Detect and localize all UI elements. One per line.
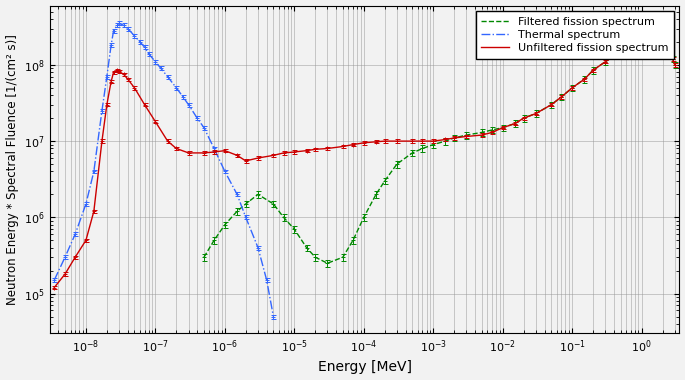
- Filtered fission spectrum: [661, 43, 669, 48]
- Filtered fission spectrum: [339, 255, 347, 260]
- Filtered fission spectrum: [665, 49, 673, 54]
- Thermal spectrum: [157, 66, 165, 71]
- Filtered fission spectrum: [372, 192, 380, 197]
- Thermal spectrum: [140, 45, 149, 49]
- Filtered fission spectrum: [408, 150, 416, 155]
- Thermal spectrum: [262, 278, 271, 282]
- Filtered fission spectrum: [269, 202, 277, 206]
- Thermal spectrum: [136, 40, 144, 44]
- Thermal spectrum: [151, 59, 160, 64]
- Thermal spectrum: [254, 245, 262, 250]
- Filtered fission spectrum: [349, 238, 357, 242]
- Unfiltered fission spectrum: [671, 63, 679, 67]
- Filtered fission spectrum: [323, 261, 332, 266]
- Thermal spectrum: [50, 278, 58, 282]
- Filtered fission spectrum: [589, 68, 597, 73]
- Filtered fission spectrum: [393, 162, 401, 166]
- Thermal spectrum: [120, 23, 128, 28]
- Thermal spectrum: [82, 202, 90, 206]
- Legend: Filtered fission spectrum, Thermal spectrum, Unfiltered fission spectrum: Filtered fission spectrum, Thermal spect…: [475, 11, 674, 59]
- Filtered fission spectrum: [200, 255, 208, 260]
- Filtered fission spectrum: [419, 146, 427, 151]
- Unfiltered fission spectrum: [50, 285, 58, 290]
- Unfiltered fission spectrum: [568, 86, 576, 90]
- Filtered fission spectrum: [210, 238, 219, 242]
- Filtered fission spectrum: [303, 245, 311, 250]
- Unfiltered fission spectrum: [210, 150, 219, 154]
- X-axis label: Energy [MeV]: Energy [MeV]: [318, 361, 412, 374]
- Thermal spectrum: [184, 103, 192, 107]
- Thermal spectrum: [123, 26, 132, 31]
- Thermal spectrum: [107, 43, 115, 48]
- Filtered fission spectrum: [429, 142, 437, 147]
- Filtered fission spectrum: [381, 179, 389, 183]
- Filtered fission spectrum: [477, 130, 486, 135]
- Filtered fission spectrum: [669, 57, 677, 61]
- Filtered fission spectrum: [650, 35, 658, 40]
- Filtered fission spectrum: [511, 121, 519, 126]
- Thermal spectrum: [179, 95, 187, 99]
- Filtered fission spectrum: [311, 255, 319, 260]
- Line: Filtered fission spectrum: Filtered fission spectrum: [204, 37, 675, 263]
- Thermal spectrum: [172, 86, 180, 90]
- Thermal spectrum: [164, 74, 172, 79]
- Filtered fission spectrum: [519, 116, 527, 120]
- Filtered fission spectrum: [580, 77, 588, 81]
- Thermal spectrum: [200, 125, 208, 130]
- Filtered fission spectrum: [643, 36, 651, 41]
- Thermal spectrum: [110, 28, 118, 33]
- Filtered fission spectrum: [547, 103, 556, 107]
- Unfiltered fission spectrum: [303, 148, 311, 153]
- Thermal spectrum: [221, 169, 229, 174]
- Thermal spectrum: [145, 51, 153, 56]
- Filtered fission spectrum: [499, 125, 507, 130]
- Filtered fission spectrum: [254, 192, 262, 197]
- Filtered fission spectrum: [488, 128, 496, 132]
- Line: Unfiltered fission spectrum: Unfiltered fission spectrum: [54, 37, 675, 288]
- Unfiltered fission spectrum: [164, 139, 172, 143]
- Thermal spectrum: [242, 215, 250, 220]
- Filtered fission spectrum: [441, 139, 449, 143]
- Filtered fission spectrum: [656, 36, 664, 41]
- Unfiltered fission spectrum: [98, 139, 106, 143]
- Filtered fission spectrum: [279, 215, 288, 220]
- Filtered fission spectrum: [462, 133, 471, 137]
- Thermal spectrum: [115, 21, 123, 26]
- Filtered fission spectrum: [616, 49, 625, 54]
- Filtered fission spectrum: [360, 215, 368, 220]
- Filtered fission spectrum: [601, 59, 610, 64]
- Thermal spectrum: [130, 33, 138, 38]
- Thermal spectrum: [98, 109, 106, 113]
- Filtered fission spectrum: [558, 95, 566, 99]
- Filtered fission spectrum: [221, 222, 229, 227]
- Line: Thermal spectrum: Thermal spectrum: [54, 24, 273, 317]
- Filtered fission spectrum: [671, 63, 679, 67]
- Filtered fission spectrum: [233, 209, 241, 214]
- Thermal spectrum: [193, 116, 201, 120]
- Filtered fission spectrum: [638, 40, 646, 44]
- Thermal spectrum: [71, 232, 79, 236]
- Thermal spectrum: [113, 23, 121, 28]
- Thermal spectrum: [103, 74, 111, 79]
- Thermal spectrum: [233, 192, 241, 197]
- Unfiltered fission spectrum: [658, 40, 667, 44]
- Thermal spectrum: [90, 169, 98, 174]
- Unfiltered fission spectrum: [650, 35, 658, 40]
- Thermal spectrum: [210, 146, 219, 151]
- Filtered fission spectrum: [658, 40, 667, 44]
- Filtered fission spectrum: [627, 43, 635, 48]
- Filtered fission spectrum: [532, 111, 540, 116]
- Filtered fission spectrum: [290, 227, 299, 231]
- Filtered fission spectrum: [450, 136, 458, 140]
- Filtered fission spectrum: [568, 86, 576, 90]
- Y-axis label: Neutron Energy * Spectral Fluence [1/(cm² s)]: Neutron Energy * Spectral Fluence [1/(cm…: [5, 34, 18, 305]
- Thermal spectrum: [269, 314, 277, 319]
- Filtered fission spectrum: [242, 202, 250, 206]
- Thermal spectrum: [61, 255, 69, 260]
